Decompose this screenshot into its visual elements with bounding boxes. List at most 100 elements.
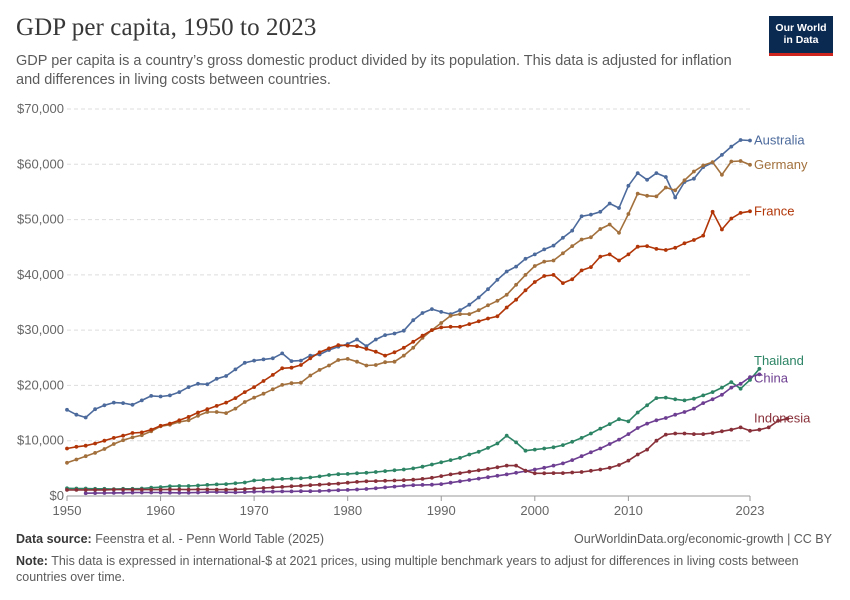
data-point-indonesia xyxy=(720,429,724,434)
data-point-indonesia xyxy=(607,465,612,470)
data-point-indonesia xyxy=(364,479,369,484)
data-point-germany xyxy=(280,383,285,387)
data-point-china xyxy=(317,489,322,493)
data-point-indonesia xyxy=(158,487,163,492)
data-point-indonesia xyxy=(551,471,556,475)
data-point-indonesia xyxy=(102,488,107,492)
data-point-indonesia xyxy=(532,471,537,476)
data-point-china xyxy=(373,486,378,491)
data-point-germany xyxy=(355,359,359,364)
data-point-china xyxy=(504,472,509,477)
data-point-indonesia xyxy=(289,484,294,489)
data-point-germany xyxy=(448,313,453,318)
data-point-china xyxy=(205,490,210,494)
data-point-thailand xyxy=(448,458,453,462)
data-point-australia xyxy=(411,318,416,323)
data-point-germany xyxy=(720,172,724,177)
data-point-thailand xyxy=(336,472,341,477)
data-point-china xyxy=(289,489,294,494)
data-point-france xyxy=(692,238,696,242)
data-point-china xyxy=(710,397,715,402)
data-point-china xyxy=(654,418,659,423)
data-point-thailand xyxy=(532,447,537,452)
data-point-china xyxy=(392,484,397,489)
x-tick-label: 2010 xyxy=(614,503,643,518)
data-point-australia xyxy=(139,398,144,403)
data-point-france xyxy=(224,400,229,405)
data-point-china xyxy=(692,406,696,411)
data-point-indonesia xyxy=(439,474,444,478)
data-point-china xyxy=(476,476,481,481)
x-tick-label: 2000 xyxy=(520,503,549,518)
data-point-australia xyxy=(729,144,734,149)
data-point-china xyxy=(299,489,303,494)
x-tick-label: 1960 xyxy=(146,503,175,518)
data-point-australia xyxy=(373,337,378,342)
data-point-indonesia xyxy=(785,416,790,421)
series-labels: Australia Germany France Thailand China Indon… xyxy=(754,133,811,426)
data-point-indonesia xyxy=(308,483,313,488)
series-line-germany xyxy=(66,160,751,464)
data-point-indonesia xyxy=(692,432,696,436)
data-point-thailand xyxy=(252,478,256,483)
data-point-china xyxy=(83,491,88,496)
data-point-thailand xyxy=(467,452,472,457)
data-point-indonesia xyxy=(93,488,97,492)
data-point-france xyxy=(635,244,640,249)
data-point-australia xyxy=(270,356,275,361)
data-point-france xyxy=(392,350,397,355)
data-point-indonesia xyxy=(682,431,687,436)
data-point-france xyxy=(205,407,210,412)
data-point-france xyxy=(504,305,509,310)
data-point-france xyxy=(149,427,154,432)
data-point-china xyxy=(270,489,275,494)
data-point-australia xyxy=(738,138,743,142)
data-point-thailand xyxy=(317,474,322,479)
data-point-australia xyxy=(224,374,229,378)
data-point-germany xyxy=(364,363,369,368)
data-point-indonesia xyxy=(392,478,397,483)
data-point-germany xyxy=(401,353,406,358)
data-point-thailand xyxy=(579,436,584,440)
data-point-thailand xyxy=(270,477,275,482)
data-point-australia xyxy=(205,382,210,387)
owid-logo[interactable]: Our World in Data xyxy=(769,16,833,56)
source-url[interactable]: OurWorldinData.org/economic-growth | CC … xyxy=(574,532,832,546)
data-point-france xyxy=(561,281,565,285)
data-point-china xyxy=(430,482,434,487)
data-point-france xyxy=(364,347,369,351)
data-point-indonesia xyxy=(748,428,752,433)
data-point-france xyxy=(121,433,125,438)
y-tick-label: $10,000 xyxy=(17,433,64,448)
data-point-china xyxy=(486,475,490,480)
data-point-australia xyxy=(504,269,509,274)
data-point-china xyxy=(748,375,752,379)
data-point-germany xyxy=(392,359,397,364)
data-point-indonesia xyxy=(757,427,762,432)
data-point-indonesia xyxy=(561,471,565,475)
data-point-indonesia xyxy=(196,487,200,492)
data-point-indonesia xyxy=(168,487,172,492)
data-point-indonesia xyxy=(139,487,144,492)
series-line-thailand xyxy=(66,368,761,490)
data-point-china xyxy=(383,485,387,490)
data-point-thailand xyxy=(673,397,678,402)
data-point-france xyxy=(299,363,303,367)
data-point-france xyxy=(168,421,172,426)
data-point-indonesia xyxy=(570,470,575,475)
data-point-france xyxy=(579,268,584,273)
data-point-france xyxy=(654,247,659,251)
data-source-text[interactable]: Feenstra et al. - Penn World Table (2025… xyxy=(95,532,325,546)
data-point-australia xyxy=(308,353,313,358)
data-point-france xyxy=(458,324,462,329)
data-point-germany xyxy=(83,454,88,459)
data-point-china xyxy=(495,473,500,478)
data-point-indonesia xyxy=(233,487,238,492)
chart-title: GDP per capita, 1950 to 2023 xyxy=(16,14,317,41)
data-point-thailand xyxy=(514,440,518,445)
data-point-france xyxy=(65,446,69,451)
data-point-germany xyxy=(663,185,668,190)
data-point-thailand xyxy=(635,410,640,415)
data-point-indonesia xyxy=(252,486,256,491)
data-point-indonesia xyxy=(149,487,154,492)
